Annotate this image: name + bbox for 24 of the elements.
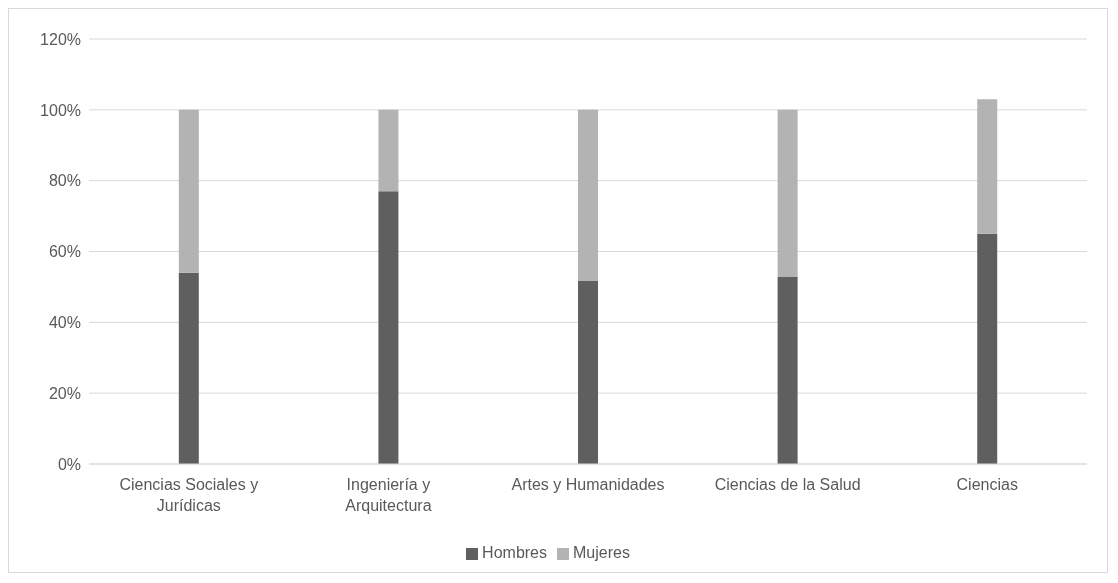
legend-label: Mujeres bbox=[573, 544, 630, 561]
bar bbox=[178, 109, 199, 273]
bar bbox=[378, 109, 399, 192]
y-tick-label: 60% bbox=[48, 243, 81, 261]
bar bbox=[977, 233, 998, 464]
legend-label: Hombres bbox=[482, 544, 547, 561]
bar bbox=[178, 272, 199, 464]
bar bbox=[777, 277, 798, 464]
bar bbox=[578, 280, 599, 464]
bar bbox=[777, 109, 798, 277]
y-tick-label: 40% bbox=[48, 314, 81, 332]
x-tick-label: Ingeniería y Arquitectura bbox=[345, 476, 432, 514]
bar bbox=[578, 109, 599, 281]
bar bbox=[977, 99, 998, 234]
x-tick-label: Ciencias Sociales y Jurídicas bbox=[119, 476, 259, 514]
x-tick-label: Ciencias bbox=[956, 476, 1018, 493]
y-tick-label: 100% bbox=[40, 101, 81, 119]
x-tick-label: Artes y Humanidades bbox=[511, 476, 665, 493]
y-tick-label: 80% bbox=[48, 172, 81, 190]
y-tick-label: 0% bbox=[57, 455, 81, 473]
x-tick-label: Ciencias de la Salud bbox=[714, 476, 861, 493]
y-tick-label: 120% bbox=[40, 30, 81, 48]
bar bbox=[378, 191, 399, 464]
y-tick-label: 20% bbox=[48, 384, 81, 402]
